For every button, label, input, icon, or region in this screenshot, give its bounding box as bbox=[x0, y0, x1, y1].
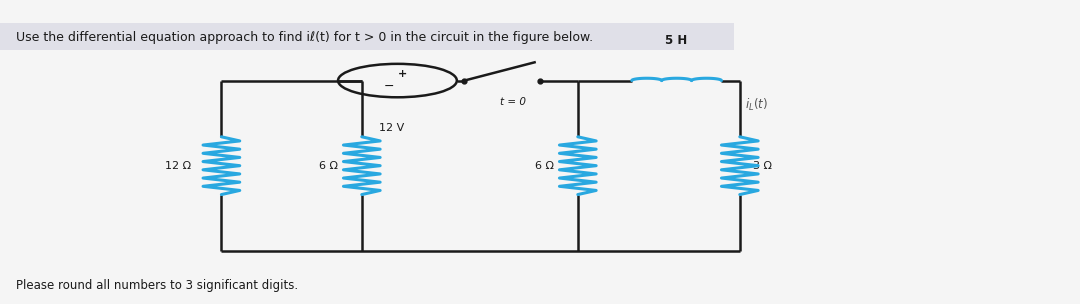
Text: 6 Ω: 6 Ω bbox=[319, 161, 338, 171]
Text: 6 Ω: 6 Ω bbox=[535, 161, 554, 171]
Text: +: + bbox=[399, 69, 407, 79]
Text: 3 Ω: 3 Ω bbox=[753, 161, 772, 171]
Text: 12 V: 12 V bbox=[379, 123, 405, 133]
Text: −: − bbox=[383, 81, 394, 93]
Text: Use the differential equation approach to find iℓ(t) for t > 0 in the circuit in: Use the differential equation approach t… bbox=[16, 32, 593, 44]
Text: 5 H: 5 H bbox=[665, 34, 688, 47]
Text: $i_L(t)$: $i_L(t)$ bbox=[745, 97, 768, 113]
FancyBboxPatch shape bbox=[0, 23, 734, 50]
Text: Please round all numbers to 3 significant digits.: Please round all numbers to 3 significan… bbox=[16, 279, 298, 292]
Text: t = 0: t = 0 bbox=[500, 97, 526, 107]
Text: 12 Ω: 12 Ω bbox=[165, 161, 191, 171]
